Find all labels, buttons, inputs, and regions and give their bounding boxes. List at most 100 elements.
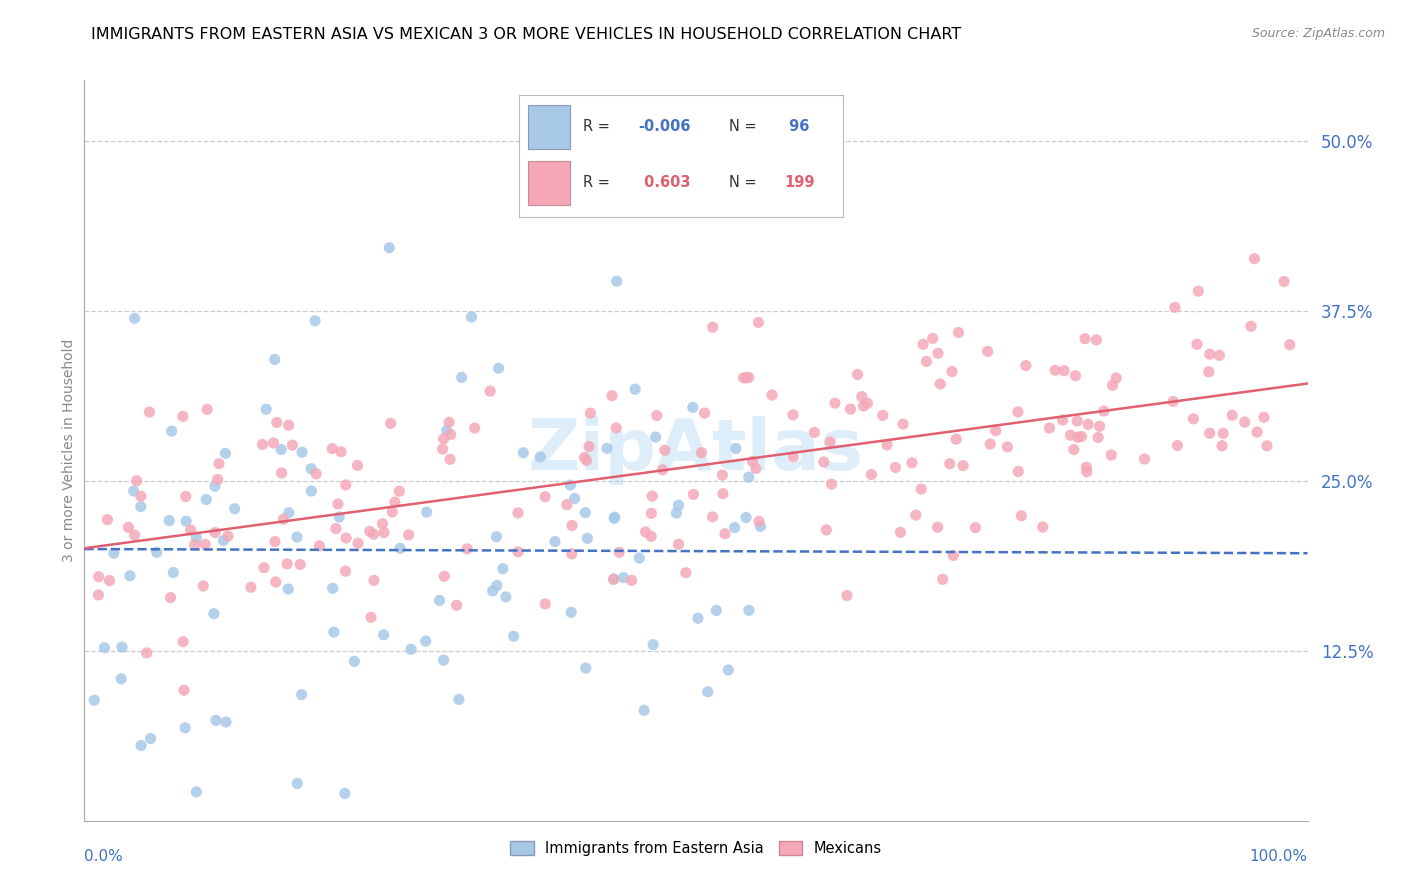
Point: [195, 402, 218, 417]
Point: [254, 402, 277, 417]
Point: [1043, 363, 1066, 377]
Point: [433, 569, 456, 583]
Point: [415, 634, 437, 648]
Point: [285, 776, 308, 790]
Point: [495, 590, 517, 604]
Point: [1211, 439, 1233, 453]
Point: [1101, 378, 1123, 392]
Point: [945, 432, 967, 446]
Point: [1198, 426, 1220, 441]
Point: [628, 551, 651, 566]
Y-axis label: 3 or more Vehicles in Household: 3 or more Vehicles in Household: [62, 339, 76, 562]
Point: [485, 530, 508, 544]
Point: [1010, 508, 1032, 523]
Point: [965, 521, 987, 535]
Point: [846, 368, 869, 382]
Point: [1240, 319, 1263, 334]
Point: [737, 370, 759, 384]
Point: [186, 531, 208, 545]
Point: [481, 583, 503, 598]
Point: [299, 461, 322, 475]
Point: [544, 534, 567, 549]
Point: [322, 582, 344, 596]
Point: [782, 408, 804, 422]
Point: [464, 421, 486, 435]
Point: [335, 564, 357, 578]
Point: [264, 574, 287, 589]
Point: [322, 625, 344, 640]
Point: [450, 370, 472, 384]
Point: [1066, 414, 1088, 428]
Point: [948, 326, 970, 340]
Point: [579, 406, 602, 420]
Point: [276, 557, 298, 571]
Point: [330, 444, 353, 458]
Point: [1105, 371, 1128, 385]
Point: [270, 466, 292, 480]
Point: [488, 361, 510, 376]
Point: [1256, 439, 1278, 453]
Point: [901, 456, 924, 470]
Point: [606, 274, 628, 288]
Point: [436, 424, 458, 438]
Point: [675, 566, 697, 580]
Point: [122, 483, 145, 498]
Point: [506, 506, 529, 520]
Point: [271, 512, 294, 526]
Point: [603, 572, 626, 586]
Point: [620, 574, 643, 588]
Point: [1074, 332, 1097, 346]
Point: [371, 516, 394, 531]
Point: [1088, 419, 1111, 434]
Point: [686, 611, 709, 625]
Point: [159, 591, 181, 605]
Point: [835, 589, 858, 603]
Point: [1015, 359, 1038, 373]
Point: [360, 610, 382, 624]
Point: [1032, 520, 1054, 534]
Point: [607, 545, 630, 559]
Point: [640, 506, 662, 520]
Point: [135, 646, 157, 660]
Point: [1077, 417, 1099, 432]
Point: [439, 452, 461, 467]
Point: [204, 525, 226, 540]
Point: [612, 571, 634, 585]
Point: [997, 440, 1019, 454]
Point: [1076, 460, 1098, 475]
Point: [1278, 337, 1301, 351]
Point: [139, 731, 162, 746]
Point: [711, 468, 734, 483]
Point: [399, 642, 422, 657]
Point: [761, 388, 783, 402]
Point: [938, 457, 960, 471]
Point: [640, 529, 662, 543]
Point: [668, 537, 690, 551]
Point: [651, 463, 673, 477]
Point: [485, 578, 508, 592]
Point: [605, 421, 627, 435]
Text: 100.0%: 100.0%: [1250, 849, 1308, 863]
Point: [824, 396, 846, 410]
Point: [384, 495, 406, 509]
Point: [984, 424, 1007, 438]
Point: [173, 683, 195, 698]
Point: [186, 785, 208, 799]
Point: [502, 629, 524, 643]
Point: [299, 484, 322, 499]
Point: [602, 573, 624, 587]
Point: [93, 640, 115, 655]
Point: [290, 558, 312, 572]
Point: [346, 458, 368, 473]
Point: [389, 541, 412, 556]
Point: [560, 605, 582, 619]
Point: [1185, 337, 1208, 351]
Point: [747, 316, 769, 330]
Point: [690, 445, 713, 459]
Point: [98, 574, 121, 588]
Point: [738, 470, 761, 484]
Point: [813, 455, 835, 469]
Point: [479, 384, 502, 399]
Point: [129, 739, 152, 753]
Point: [1161, 394, 1184, 409]
